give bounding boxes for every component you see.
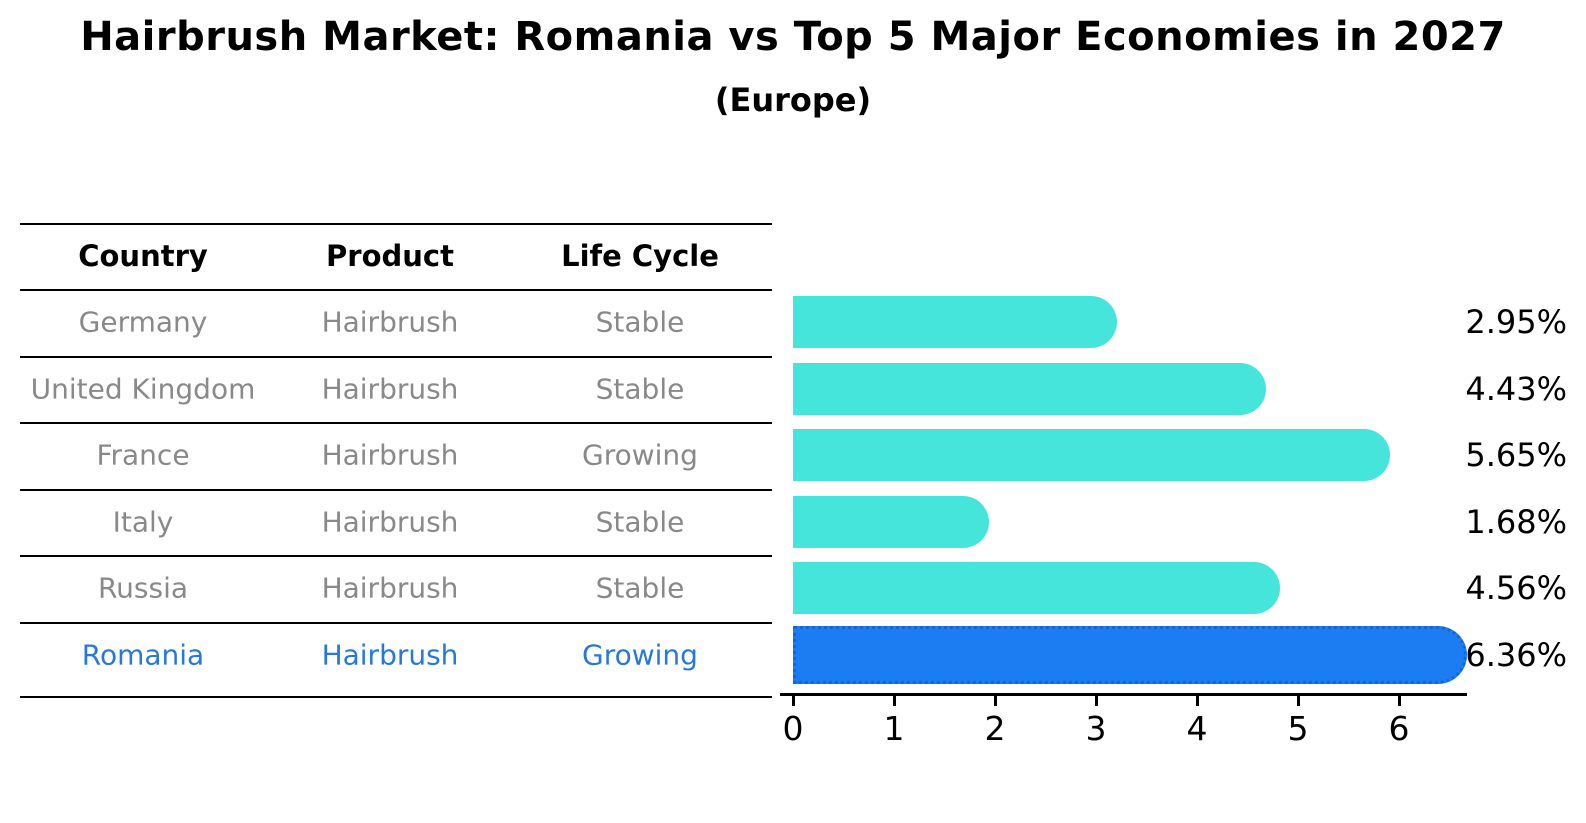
column-header-life-cycle: Life Cycle bbox=[561, 239, 719, 273]
product-cell: Hairbrush bbox=[321, 305, 459, 339]
x-tick-label-1: 1 bbox=[883, 709, 905, 748]
product-cell: Hairbrush bbox=[321, 571, 459, 605]
product-cell: Hairbrush bbox=[321, 438, 459, 472]
x-tick-label-0: 0 bbox=[782, 709, 804, 748]
bar-france bbox=[793, 429, 1390, 481]
value-label-italy: 1.68% bbox=[1465, 502, 1567, 541]
lifecycle-cell: Growing bbox=[582, 438, 698, 472]
bar-united-kingdom bbox=[793, 362, 1267, 415]
table-rule-6 bbox=[20, 621, 772, 624]
page-subtitle: (Europe) bbox=[714, 81, 872, 119]
country-cell: France bbox=[96, 438, 190, 472]
value-label-united-kingdom: 4.43% bbox=[1465, 369, 1567, 408]
value-label-germany: 2.95% bbox=[1465, 303, 1567, 341]
lifecycle-cell: Stable bbox=[595, 305, 685, 339]
country-cell: Italy bbox=[112, 505, 174, 538]
lifecycle-cell: Stable bbox=[595, 372, 685, 405]
lifecycle-cell: Stable bbox=[595, 505, 685, 538]
country-table: Country Product Life Cycle Germany Hairbrush… bbox=[20, 223, 772, 698]
x-tick-label-5: 5 bbox=[1287, 709, 1309, 748]
table-rule-1 bbox=[20, 289, 772, 291]
value-label-romania: 6.36% bbox=[1465, 635, 1567, 674]
x-tick-label-3: 3 bbox=[1085, 709, 1107, 748]
lifecycle-cell: Stable bbox=[595, 571, 685, 605]
table-rule-2 bbox=[20, 355, 772, 358]
x-tick-4 bbox=[1195, 696, 1199, 706]
column-header-product: Product bbox=[326, 239, 454, 273]
x-tick-6 bbox=[1397, 696, 1401, 706]
bar-germany bbox=[793, 296, 1117, 348]
value-label-russia: 4.56% bbox=[1465, 569, 1567, 607]
product-cell: Hairbrush bbox=[321, 505, 459, 538]
bar-italy bbox=[793, 495, 989, 548]
x-tick-label-4: 4 bbox=[1186, 709, 1208, 748]
x-axis-line bbox=[780, 693, 1467, 696]
table-rule-4 bbox=[20, 488, 772, 491]
x-tick-1 bbox=[892, 696, 896, 706]
x-tick-2 bbox=[993, 696, 997, 706]
page-title: Hairbrush Market: Romania vs Top 5 Major… bbox=[80, 14, 1506, 60]
table-rule-7 bbox=[20, 696, 772, 698]
lifecycle-cell: Growing bbox=[582, 638, 698, 671]
column-header-country: Country bbox=[78, 239, 208, 273]
country-cell: Germany bbox=[78, 305, 208, 339]
country-cell: Russia bbox=[97, 571, 189, 605]
value-label-france: 5.65% bbox=[1465, 436, 1567, 474]
table-rule-5 bbox=[20, 555, 772, 557]
x-tick-0 bbox=[791, 696, 795, 706]
x-tick-label-2: 2 bbox=[984, 709, 1006, 748]
country-cell: United Kingdom bbox=[30, 372, 256, 405]
bar-russia bbox=[793, 562, 1280, 614]
product-cell: Hairbrush bbox=[321, 372, 459, 405]
country-cell: Romania bbox=[81, 638, 205, 671]
x-tick-label-6: 6 bbox=[1388, 709, 1410, 748]
bar-romania bbox=[793, 625, 1468, 684]
x-tick-3 bbox=[1094, 696, 1098, 706]
table-rule-3 bbox=[20, 422, 772, 424]
product-cell: Hairbrush bbox=[321, 638, 459, 671]
table-rule-0 bbox=[20, 223, 772, 225]
x-tick-5 bbox=[1296, 696, 1300, 706]
